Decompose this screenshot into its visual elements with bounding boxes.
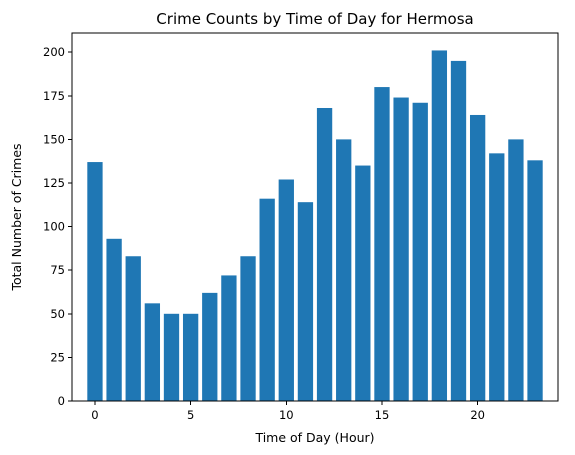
bar-hour-5 bbox=[182, 313, 199, 401]
bar-hour-9 bbox=[259, 198, 275, 401]
bar-hour-0 bbox=[87, 162, 103, 401]
bar-hour-7 bbox=[221, 275, 237, 401]
bar-hour-12 bbox=[316, 107, 333, 401]
x-tick-label: 0 bbox=[91, 408, 98, 422]
bar-hour-3 bbox=[144, 303, 161, 401]
y-tick-label: 25 bbox=[50, 350, 65, 364]
chart-title: Crime Counts by Time of Day for Hermosa bbox=[156, 10, 473, 28]
y-tick-label: 100 bbox=[43, 220, 65, 234]
y-tick-label: 200 bbox=[43, 45, 65, 59]
bar-hour-11 bbox=[297, 202, 314, 401]
bar-hour-18 bbox=[431, 50, 448, 401]
bar-hour-4 bbox=[163, 313, 180, 401]
x-tick-label: 20 bbox=[470, 408, 485, 422]
bar-hour-14 bbox=[355, 165, 371, 401]
y-tick-label: 125 bbox=[43, 176, 65, 190]
y-tick-label: 0 bbox=[58, 394, 65, 408]
y-tick-label: 75 bbox=[50, 263, 65, 277]
bar-hour-8 bbox=[240, 256, 256, 401]
y-axis-label: Total Number of Crimes bbox=[9, 143, 24, 291]
x-tick-label: 10 bbox=[279, 408, 294, 422]
bar-hour-16 bbox=[393, 97, 409, 401]
bars-layer bbox=[87, 50, 543, 402]
bar-hour-1 bbox=[106, 238, 122, 401]
plot-frame bbox=[71, 32, 559, 402]
y-tick-label: 175 bbox=[43, 89, 65, 103]
bar-hour-23 bbox=[527, 160, 543, 401]
x-axis-label: Time of Day (Hour) bbox=[254, 430, 374, 445]
bar-hour-21 bbox=[489, 153, 505, 401]
bar-hour-19 bbox=[450, 60, 467, 401]
bar-hour-15 bbox=[374, 87, 390, 402]
y-tick-label: 50 bbox=[50, 307, 65, 321]
bar-hour-2 bbox=[125, 256, 141, 401]
bar-hour-17 bbox=[412, 102, 428, 401]
bar-hour-13 bbox=[336, 139, 352, 402]
bar-hour-20 bbox=[469, 114, 486, 402]
bar-hour-10 bbox=[278, 179, 294, 401]
bar-hour-6 bbox=[202, 292, 218, 401]
x-tick-label: 5 bbox=[187, 408, 194, 422]
x-tick-label: 15 bbox=[375, 408, 390, 422]
bar-hour-22 bbox=[508, 139, 524, 402]
y-tick-label: 150 bbox=[43, 132, 65, 146]
